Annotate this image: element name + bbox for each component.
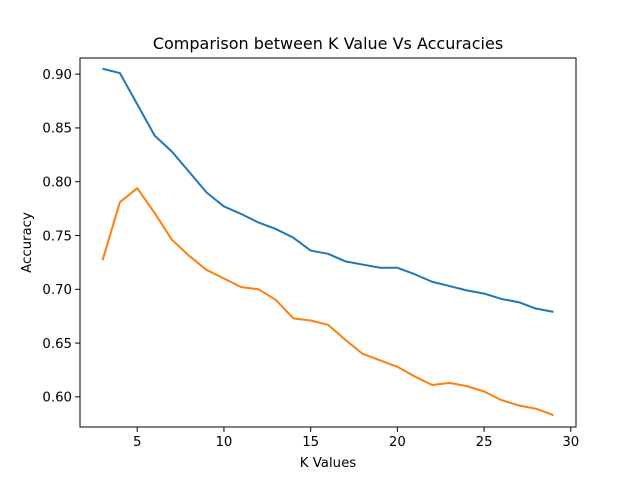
y-tick-label: 0.65 — [42, 337, 72, 352]
series-line-1 — [102, 67, 554, 313]
y-tick-label: 0.90 — [42, 68, 72, 83]
x-axis-label: K Values — [300, 456, 356, 471]
x-tick-label: 5 — [133, 435, 141, 450]
y-tick-label: 0.70 — [42, 283, 72, 298]
x-tick-label: 30 — [562, 435, 579, 450]
plot-area-frame — [79, 57, 577, 428]
series-lines — [101, 67, 554, 417]
x-tick-label: 25 — [476, 435, 493, 450]
y-tick-label: 0.75 — [42, 229, 72, 244]
y-tick-label: 0.85 — [42, 122, 72, 137]
chart-title: Comparison between K Value Vs Accuracies — [153, 34, 503, 53]
y-tick-label: 0.80 — [42, 176, 72, 191]
series-line-2 — [101, 187, 554, 417]
x-tick-label: 15 — [302, 435, 319, 450]
x-tick-label: 20 — [389, 435, 406, 450]
x-axis-ticks: 5 10 15 20 25 30 — [133, 427, 579, 450]
y-axis-label: Accuracy — [20, 212, 35, 273]
y-tick-label: 0.60 — [42, 391, 72, 406]
y-axis-ticks: 0.60 0.65 0.70 0.75 0.80 0.85 0.90 — [42, 68, 80, 406]
x-tick-label: 10 — [215, 435, 232, 450]
